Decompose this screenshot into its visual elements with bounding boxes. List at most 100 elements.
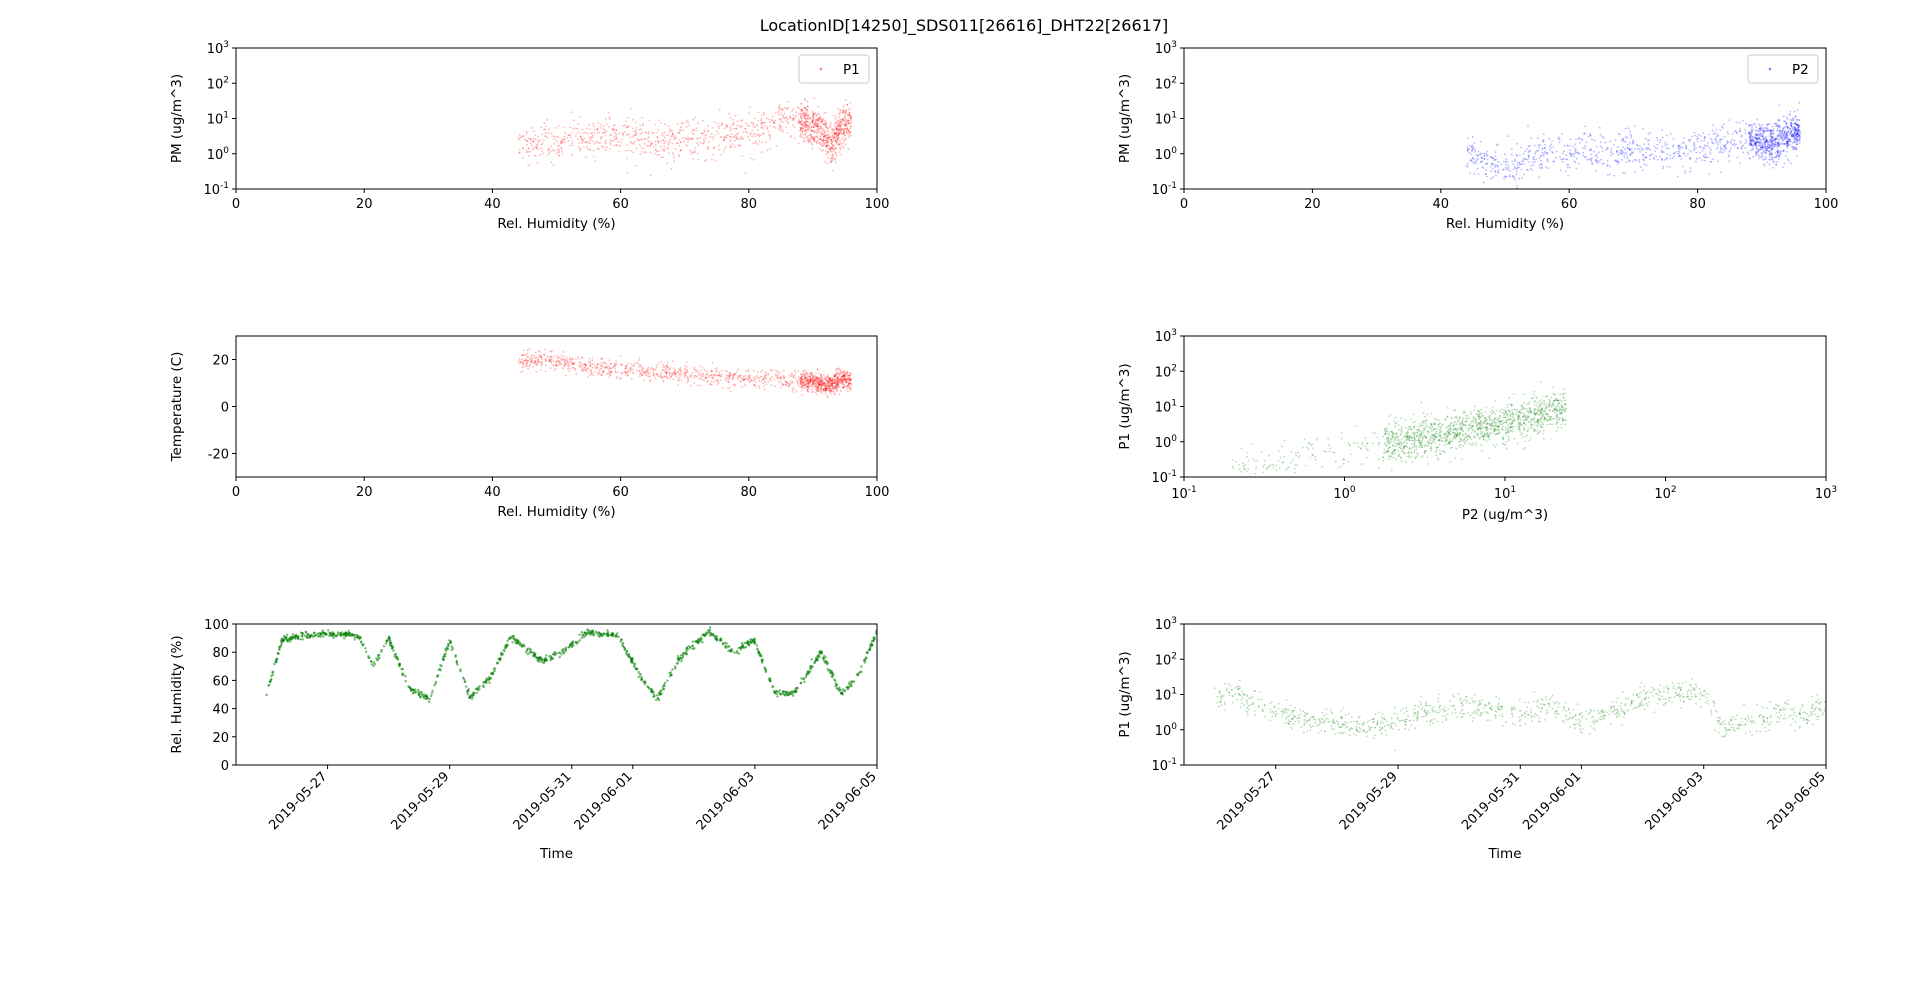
data-point: [1512, 392, 1515, 395]
data-point: [1704, 159, 1706, 162]
data-point: [808, 123, 811, 125]
data-point: [1243, 467, 1245, 470]
data-point: [664, 123, 666, 126]
data-point: [1342, 458, 1345, 461]
data-point: [663, 366, 666, 368]
data-point: [1548, 137, 1551, 140]
data-point: [826, 386, 829, 389]
data-point: [1795, 127, 1798, 130]
data-point: [1749, 124, 1752, 126]
data-point: [1749, 139, 1752, 142]
data-point: [832, 380, 835, 383]
data-point: [1771, 146, 1774, 149]
data-point: [832, 382, 835, 385]
data-point: [1459, 416, 1461, 419]
data-point: [1775, 155, 1778, 158]
data-point: [1415, 435, 1418, 437]
data-point: [1764, 140, 1767, 143]
data-point: [660, 376, 663, 379]
data-point: [1434, 427, 1437, 430]
tick-label: 100: [207, 146, 230, 163]
data-point: [1413, 444, 1416, 446]
data-point: [780, 375, 783, 378]
data-point: [534, 155, 537, 157]
data-point: [780, 377, 783, 379]
data-point: [1415, 434, 1418, 437]
data-point: [1493, 425, 1495, 428]
data-point: [1769, 159, 1772, 161]
data-point: [686, 119, 689, 122]
data-point: [1778, 145, 1781, 148]
data-point: [1472, 416, 1475, 418]
data-point: [590, 136, 592, 138]
data-point: [826, 162, 829, 165]
data-point: [819, 141, 821, 144]
data-point: [761, 369, 764, 372]
data-point: [1539, 403, 1542, 406]
data-point: [1769, 147, 1772, 150]
data-point: [700, 132, 703, 135]
data-point: [1735, 131, 1738, 134]
data-point: [732, 123, 735, 125]
data-point: [614, 138, 617, 140]
data-point: [657, 375, 660, 378]
data-point: [804, 126, 806, 129]
data-point: [839, 132, 842, 134]
data-point: [1718, 151, 1721, 154]
data-point: [534, 360, 536, 363]
data-point: [829, 380, 831, 382]
data-point: [748, 377, 751, 380]
data-point: [730, 128, 733, 130]
data-point: [1538, 176, 1541, 179]
data-point: [1784, 138, 1786, 141]
data-point: [1661, 129, 1664, 132]
data-point: [1772, 156, 1775, 159]
data-point: [816, 125, 819, 127]
data-point: [1323, 450, 1326, 453]
data-point: [1514, 158, 1516, 161]
data-point: [1252, 457, 1255, 460]
data-point: [1612, 153, 1614, 155]
data-point: [812, 121, 814, 124]
data-point: [815, 383, 817, 386]
data-point: [1738, 162, 1741, 165]
data-point: [807, 379, 810, 381]
data-point: [829, 150, 832, 153]
data-point: [647, 372, 650, 375]
data-point: [754, 380, 757, 383]
data-point: [800, 379, 803, 382]
data-point: [564, 364, 566, 366]
data-point: [795, 111, 797, 114]
data-point: [1703, 146, 1706, 149]
data-point: [1386, 430, 1389, 433]
data-point: [752, 133, 755, 135]
data-point: [582, 146, 585, 149]
data-point: [684, 372, 687, 374]
data-point: [1548, 401, 1551, 404]
data-point: [820, 380, 822, 382]
data-point: [599, 142, 602, 145]
data-point: [1488, 433, 1491, 436]
data-point: [1791, 135, 1793, 138]
data-point: [747, 369, 750, 371]
data-point: [1787, 144, 1790, 147]
data-point: [537, 135, 540, 138]
data-point: [847, 377, 849, 380]
data-point: [1757, 136, 1760, 139]
data-point: [835, 154, 838, 157]
data-point: [519, 371, 522, 373]
data-point: [751, 379, 753, 382]
data-point: [830, 155, 833, 157]
data-point: [1384, 432, 1387, 434]
data-point: [591, 359, 594, 362]
data-point: [813, 123, 816, 126]
data-point: [1509, 413, 1512, 415]
data-point: [1796, 133, 1799, 136]
data-point: [587, 376, 589, 378]
data-point: [1494, 158, 1497, 161]
data-point: [1495, 429, 1498, 432]
data-point: [1518, 424, 1521, 427]
data-point: [820, 376, 823, 378]
data-point: [684, 373, 687, 376]
data-point: [841, 380, 843, 383]
